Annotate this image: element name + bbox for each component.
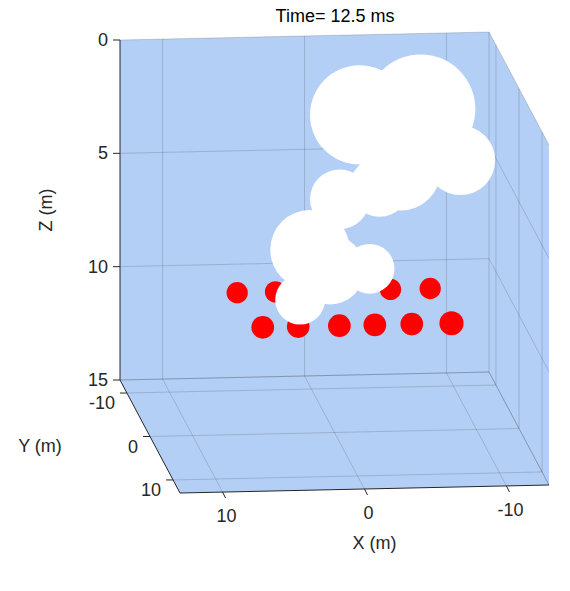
tick [113, 40, 120, 41]
tick-label: 0 [363, 503, 373, 523]
point [420, 278, 441, 299]
grid-line [120, 372, 549, 485]
point [227, 282, 248, 303]
tick-label: -10 [497, 500, 523, 520]
tick [113, 380, 120, 381]
plot-area [227, 54, 496, 338]
x-axis-title: X (m) [353, 533, 397, 553]
point [350, 157, 410, 217]
tick [506, 486, 509, 492]
chart: -10 0 10 -10 0 10 0 5 10 15 X (m) Y (m) Z (m) Time= 1… [0, 0, 570, 591]
tick-label: 10 [217, 506, 237, 526]
tick-label: 15 [88, 370, 108, 390]
z-axis-title: Z (m) [36, 189, 56, 232]
y-axis-line [120, 380, 180, 493]
point [328, 314, 351, 337]
axes: -10 0 10 -10 0 10 0 5 10 15 [88, 30, 549, 526]
point [345, 244, 395, 294]
tick [120, 393, 127, 394]
y-axis-title: Y (m) [18, 436, 62, 456]
title: Time= 12.5 ms [276, 6, 395, 26]
point [251, 316, 274, 339]
tick-label: 10 [141, 480, 161, 500]
point [364, 314, 387, 337]
plot-background [120, 32, 549, 493]
point [400, 313, 423, 336]
tick [113, 153, 120, 154]
tick [223, 492, 226, 498]
tick [365, 489, 368, 495]
tick [166, 479, 173, 480]
tick-label: 0 [98, 30, 108, 50]
tick-label: -10 [89, 393, 115, 413]
tick-label: 0 [128, 437, 138, 457]
grid [120, 32, 549, 492]
grid-line [173, 132, 542, 480]
tick [143, 436, 150, 437]
point [439, 311, 463, 335]
z-axis-line [120, 40, 121, 380]
pane-edge [120, 32, 549, 485]
tick-label: 5 [98, 143, 108, 163]
tick-label: 10 [88, 257, 108, 277]
series [270, 54, 495, 324]
tick [113, 266, 120, 267]
grid-line [127, 45, 496, 393]
point [275, 275, 325, 325]
